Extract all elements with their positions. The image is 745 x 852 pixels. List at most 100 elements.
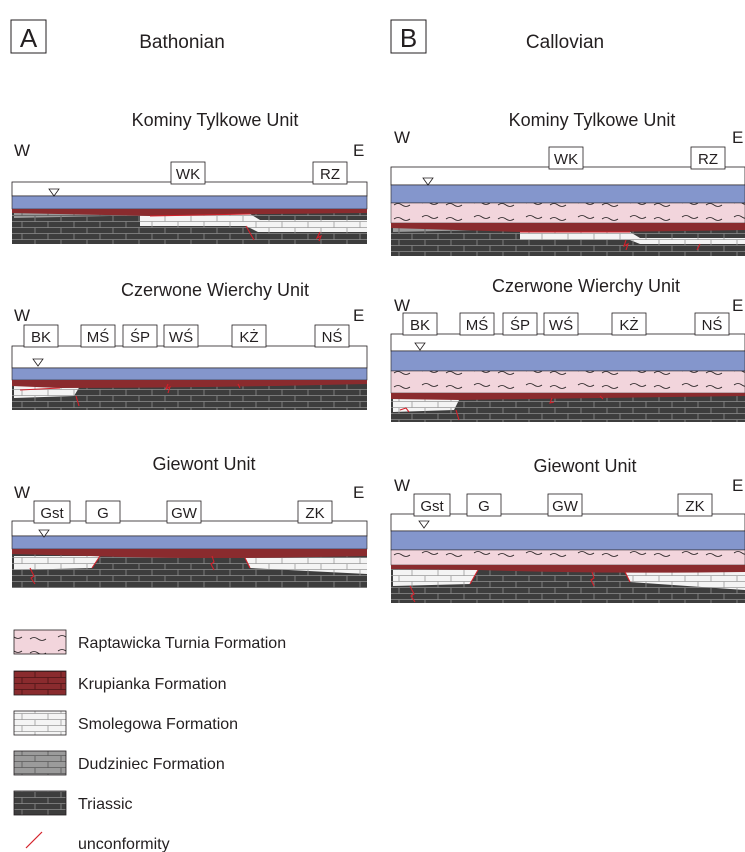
locality-label-kz: KŻ (619, 316, 638, 334)
locality-box-rz (312, 161, 348, 185)
panel-b-header: B Callovian (390, 19, 604, 54)
locality-box-gw (547, 493, 583, 517)
locality-box-sp (502, 312, 538, 336)
krupianka-layer (391, 223, 745, 232)
locality-label-ws: WŚ (549, 316, 573, 334)
locality-label-gw: GW (552, 498, 579, 515)
west-label: W (394, 128, 410, 147)
locality-box-ms (459, 312, 495, 336)
smolegowa-lens (14, 556, 100, 570)
smolegowa-lens (393, 398, 460, 412)
locality-box-wk (170, 161, 206, 185)
raptawicka-layer (390, 202, 745, 224)
locality-box-ws (163, 324, 199, 348)
legend-swatch-dudziniec (13, 750, 67, 776)
locality-box-g (466, 493, 502, 517)
east-label: E (732, 296, 743, 315)
locality-label-ns: NŚ (322, 328, 343, 346)
legend-label: Raptawicka Turnia Formation (78, 635, 286, 652)
locality-box-ns (694, 312, 730, 336)
smolegowa-lens (393, 570, 478, 586)
section-title: Giewont Unit (152, 454, 255, 474)
locality-label-zk: ZK (685, 498, 704, 515)
locality-label-bk: BK (31, 329, 51, 346)
east-label: E (732, 128, 743, 147)
locality-label-gst: Gst (420, 498, 444, 515)
east-label: E (353, 306, 364, 325)
legend-item-smolegowa: Smolegowa Formation (13, 710, 238, 736)
locality-label-rz: RZ (320, 166, 340, 183)
east-label: E (732, 476, 743, 495)
locality-box-bk (23, 324, 59, 348)
section-a-giewont: Giewont Unit W E Gst G GW ZK (11, 454, 368, 588)
krupianka-layer (391, 565, 745, 573)
locality-label-ws: WŚ (169, 328, 193, 346)
sea-water (390, 333, 745, 352)
raptawicka-layer (390, 549, 745, 566)
locality-box-sp (122, 324, 158, 348)
panel-a-letter: A (20, 23, 38, 53)
legend-label: Krupianka Formation (78, 676, 227, 693)
locality-label-zk: ZK (305, 505, 324, 522)
raptawicka-layer (390, 370, 745, 394)
west-label: W (14, 483, 30, 502)
section-title: Giewont Unit (533, 456, 636, 476)
section-a-czerwone-wierchy: Czerwone Wierchy Unit W E BK MŚ ŚP WŚ KŻ… (11, 280, 368, 410)
west-label: W (14, 306, 30, 325)
locality-label-wk: WK (176, 166, 200, 183)
legend-swatch-raptawicka (13, 629, 67, 655)
legend-item-krupianka: Krupianka Formation (13, 670, 227, 696)
legend-item-triassic: Triassic (13, 790, 133, 816)
section-title: Czerwone Wierchy Unit (121, 280, 309, 300)
locality-label-rz: RZ (698, 151, 718, 168)
locality-box-gw (166, 500, 202, 524)
water-level-marker (32, 358, 44, 367)
krupianka-layer (12, 380, 367, 388)
blue-water-layer (11, 195, 368, 210)
west-label: W (394, 296, 410, 315)
smolegowa-lens (520, 232, 745, 244)
panel-b-letter-box (390, 19, 427, 54)
locality-label-sp: ŚP (130, 328, 150, 346)
legend-swatch-smolegowa (13, 710, 67, 736)
triassic-basement (12, 211, 367, 244)
locality-label-ms: MŚ (466, 316, 489, 334)
locality-label-kz: KŻ (239, 328, 258, 346)
krupianka-layer (12, 209, 367, 216)
smolegowa-lens (625, 572, 745, 590)
sea-water (11, 345, 368, 369)
locality-label-wk: WK (554, 151, 578, 168)
legend-label: unconformity (78, 836, 170, 852)
locality-box-ws (543, 312, 579, 336)
blue-water-layer (390, 350, 745, 372)
unconformity-line (409, 569, 631, 603)
panel-a-letter-box (10, 19, 47, 54)
blue-water-layer (390, 184, 745, 204)
section-b-kominy-tylkowe: Kominy Tylkowe Unit W E WK RZ (390, 110, 745, 256)
locality-box-g (85, 500, 121, 524)
locality-label-g: G (478, 498, 490, 515)
section-title: Kominy Tylkowe Unit (132, 110, 299, 130)
krupianka-layer (12, 549, 367, 558)
triassic-basement (12, 382, 367, 410)
legend-swatch-triassic (13, 790, 67, 816)
water-level-marker (414, 342, 426, 351)
panel-b-letter: B (400, 23, 417, 53)
triassic-basement (391, 395, 745, 422)
locality-box-zk (677, 493, 713, 517)
sea-water (390, 513, 745, 532)
legend: Raptawicka Turnia Formation Krupianka Fo… (13, 629, 286, 852)
locality-label-g: G (97, 505, 109, 522)
unconformity-line (520, 231, 701, 251)
unconformity-symbol (25, 831, 43, 849)
legend-label: Triassic (78, 796, 133, 813)
locality-box-gst (413, 493, 451, 517)
blue-water-layer (390, 530, 745, 551)
east-label: E (353, 141, 364, 160)
locality-box-ns (314, 324, 350, 348)
legend-swatch-krupianka (13, 670, 67, 696)
unconformity-line (29, 555, 251, 585)
section-a-kominy-tylkowe: Kominy Tylkowe Unit W E WK RZ (11, 110, 368, 244)
locality-box-ms (80, 324, 116, 348)
legend-item-raptawicka: Raptawicka Turnia Formation (13, 629, 286, 655)
